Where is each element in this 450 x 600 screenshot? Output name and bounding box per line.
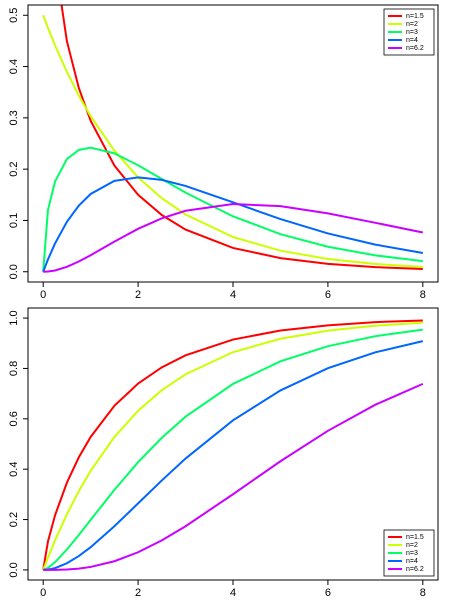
- legend-label: n=6.2: [406, 566, 424, 573]
- y-tick-label: 0.1: [8, 213, 20, 228]
- panel: 0 2 4 6 8 0.0 0.1 0.2 0.3 0.4 0.5 n=1.5n=2n=3n=4n=6…: [8, 4, 439, 301]
- x-tick-label: 2: [135, 587, 141, 599]
- legend: n=1.5n=2n=3n=4n=6.2: [383, 529, 435, 577]
- x-tick-label: 8: [420, 587, 426, 599]
- series-line: [42, 176, 423, 273]
- y-tick-label: 0.6: [8, 411, 20, 426]
- x-tick-label: 4: [230, 289, 236, 301]
- legend-label: n=1.5: [406, 534, 424, 541]
- legend-label: n=1.5: [406, 13, 424, 20]
- series-line: [60, 5, 423, 271]
- plot-frame: [27, 4, 439, 283]
- x-tick-label: 6: [325, 289, 331, 301]
- y-tick-label: 1.0: [8, 310, 20, 325]
- y-tick-label: 0.2: [8, 512, 20, 527]
- plot-frame: [27, 307, 439, 581]
- y-tick-label: 0.8: [8, 361, 20, 376]
- series-line: [42, 321, 423, 571]
- legend-label: n=4: [406, 558, 418, 565]
- y-tick-label: 0.4: [8, 59, 20, 74]
- legend-label: n=6.2: [406, 45, 424, 52]
- series-line: [43, 203, 424, 273]
- y-tick-label: 0.0: [8, 264, 20, 279]
- legend-label: n=4: [406, 37, 418, 44]
- x-tick-label: 6: [325, 587, 331, 599]
- legend-label: n=2: [406, 21, 418, 28]
- series-line: [42, 14, 423, 269]
- legend-label: n=3: [406, 550, 418, 557]
- x-tick-label: 8: [420, 289, 426, 301]
- legend: n=1.5n=2n=3n=4n=6.2: [383, 8, 435, 56]
- panel: 0 2 4 6 8 0.0 0.2 0.4 0.6 0.8 1.0 n=1.5n=2n=3n=4n=6…: [8, 307, 439, 599]
- x-tick-label: 2: [135, 289, 141, 301]
- y-tick-label: 0.5: [8, 8, 20, 23]
- x-tick-label: 4: [230, 587, 236, 599]
- y-tick-label: 0.4: [8, 462, 20, 477]
- series-line: [43, 340, 424, 571]
- legend-label: n=2: [406, 542, 418, 549]
- series-line: [43, 382, 424, 571]
- x-tick-label: 0: [40, 289, 46, 301]
- legend-label: n=3: [406, 29, 418, 36]
- series-line: [42, 319, 423, 571]
- x-tick-label: 0: [40, 587, 46, 599]
- y-tick-label: 0.0: [8, 562, 20, 577]
- series-line: [42, 328, 423, 571]
- y-tick-label: 0.3: [8, 110, 20, 125]
- series-line: [42, 146, 423, 272]
- y-tick-label: 0.2: [8, 161, 20, 176]
